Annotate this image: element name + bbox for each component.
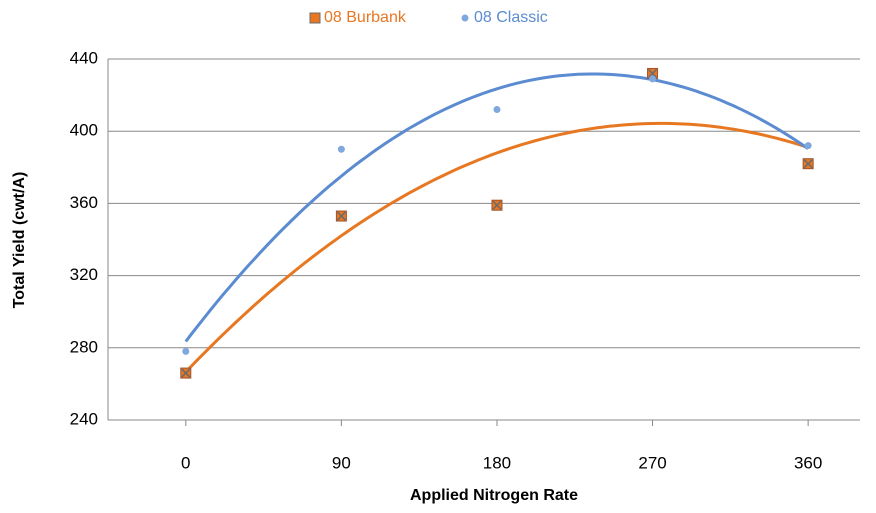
point <box>337 145 345 153</box>
legend-label: 08 Classic <box>474 9 548 26</box>
y-tick-label: 440 <box>70 48 98 67</box>
trendline <box>184 121 809 373</box>
x-tick-label: 270 <box>638 453 666 472</box>
point <box>493 106 501 114</box>
point <box>649 75 657 83</box>
x-axis-title: Applied Nitrogen Rate <box>410 487 578 504</box>
x-tick-label: 0 <box>181 453 190 472</box>
point <box>182 347 190 355</box>
point <box>335 210 347 222</box>
y-tick-label: 400 <box>70 121 98 140</box>
y-tick-label: 360 <box>70 193 98 212</box>
point-cross <box>181 368 191 378</box>
point <box>180 367 192 379</box>
y-axis-title: Total Yield (cwt/A) <box>11 172 28 309</box>
x-tick-label: 180 <box>483 453 511 472</box>
x-tick-label: 90 <box>332 453 351 472</box>
trendline <box>184 72 809 343</box>
y-tick-label: 280 <box>70 337 98 356</box>
point <box>804 142 812 150</box>
legend-marker <box>309 12 321 24</box>
point <box>802 158 814 170</box>
point-cross <box>803 159 813 169</box>
y-tick-label: 320 <box>70 265 98 284</box>
point <box>491 199 503 211</box>
point-cross <box>492 200 502 210</box>
legend-label: 08 Burbank <box>324 9 407 26</box>
y-tick-label: 240 <box>70 409 98 428</box>
legend-marker <box>461 14 469 22</box>
x-tick-label: 360 <box>794 453 822 472</box>
point-cross <box>648 68 658 78</box>
point-cross <box>336 211 346 221</box>
